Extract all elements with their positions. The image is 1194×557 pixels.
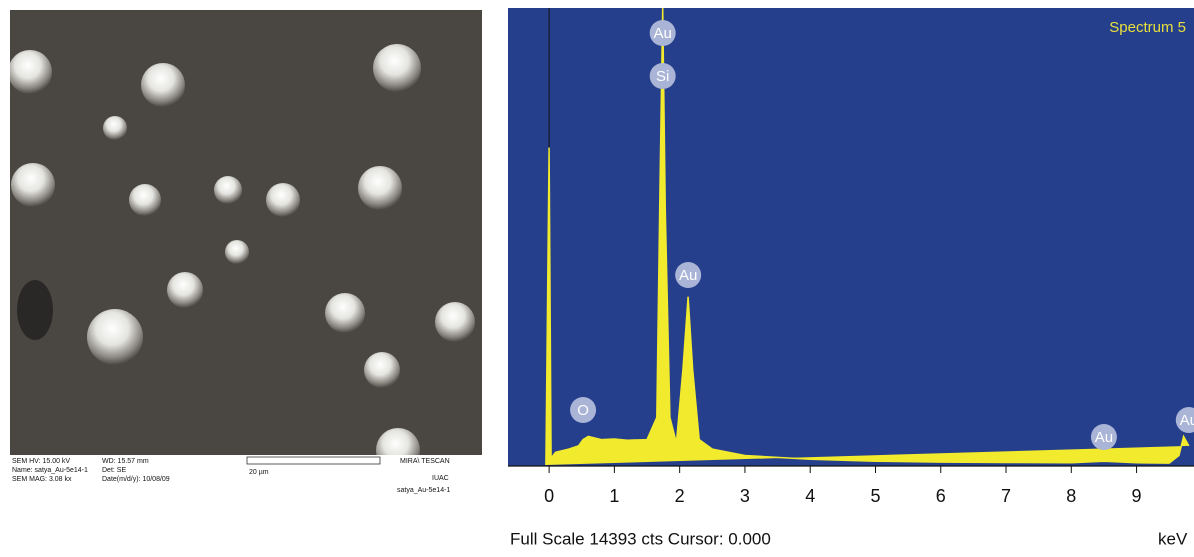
particle <box>129 184 161 216</box>
particle <box>141 63 185 107</box>
x-tick-label: 1 <box>609 486 619 506</box>
particle <box>376 428 420 455</box>
particle <box>373 44 421 92</box>
peak-label: Au <box>1095 429 1113 446</box>
sem-det: Det: SE <box>102 467 126 474</box>
peak-label: Au <box>654 25 672 42</box>
sem-hv: SEM HV: 15.00 kV <box>12 458 70 465</box>
x-tick-label: 3 <box>740 486 750 506</box>
x-tick-label: 8 <box>1066 486 1076 506</box>
brand: MIRA\ TESCAN <box>400 458 450 465</box>
sem-image <box>10 10 482 455</box>
chart-title: Spectrum 5 <box>1109 19 1186 36</box>
peak-label-bg <box>1090 424 1117 450</box>
particle <box>10 50 52 94</box>
lab: IUAC <box>432 475 449 482</box>
x-tick-label: 7 <box>1001 486 1011 506</box>
peak-label-bg <box>675 262 702 288</box>
peak-label: Au <box>679 267 697 284</box>
x-unit: keV <box>1158 529 1188 548</box>
particle <box>358 166 402 210</box>
x-tick-label: 2 <box>675 486 685 506</box>
file: satya_Au-5e14-1 <box>397 487 450 494</box>
spectrum <box>545 8 1190 466</box>
particle <box>87 309 143 365</box>
peak-label-bg <box>649 63 676 89</box>
x-tick-label: 6 <box>936 486 946 506</box>
spectrum-panel: 0 1 2 3 4 5 6 7 8 9 Au Si Au O Au Au Spectrum 5 Full Scal… <box>508 8 1194 548</box>
footer: Full Scale 14393 cts Cursor: 0.000 <box>510 529 771 548</box>
peak-label: O <box>577 402 589 419</box>
x-tick-label: 4 <box>805 486 815 506</box>
sem-wd: WD: 15.57 mm <box>102 458 149 465</box>
peak-label: Si <box>656 68 669 85</box>
sem-info: SEM HV: 15.00 kV WD: 15.57 mm Name: saty… <box>12 456 450 494</box>
particle <box>435 302 475 342</box>
peak-label: Au <box>1180 412 1194 429</box>
sem-mag: SEM MAG: 3.08 kx <box>12 476 72 483</box>
x-tick-label: 0 <box>544 486 554 506</box>
particle <box>266 183 300 217</box>
particle <box>103 116 127 140</box>
particle <box>325 293 365 333</box>
scale-bar-label: 20 µm <box>249 469 269 476</box>
particle <box>167 272 203 308</box>
scale-bar <box>246 456 381 465</box>
peak-label-bg <box>570 397 597 423</box>
peak-label-bg <box>649 20 676 46</box>
particle <box>214 176 242 204</box>
particle <box>11 163 55 207</box>
sem-name: Name: satya_Au-5e14-1 <box>12 467 88 474</box>
plot-background <box>508 8 1194 466</box>
peak-label-bg <box>1175 407 1194 433</box>
particle <box>225 240 249 264</box>
sem-date: Date(m/d/y): 10/08/09 <box>102 476 170 483</box>
x-tick-label: 9 <box>1132 486 1142 506</box>
x-tick-label: 5 <box>870 486 880 506</box>
particle <box>364 352 400 388</box>
